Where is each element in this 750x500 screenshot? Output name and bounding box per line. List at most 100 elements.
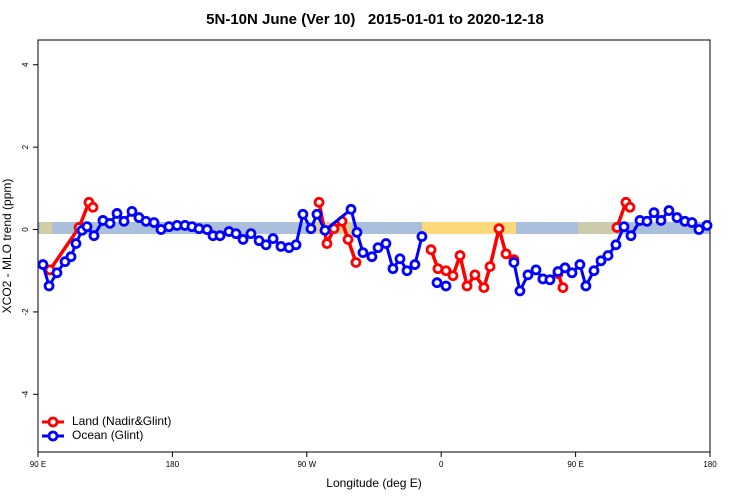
point [409,259,421,270]
land-band [40,222,52,234]
y-tick-label: -2 [21,308,30,316]
point [625,230,637,242]
point [313,196,325,208]
point [70,238,82,249]
point [275,241,287,252]
point [305,223,317,235]
point [43,280,55,292]
legend: Land (Nadir&Glint)Ocean (Glint) [42,414,171,442]
point [104,217,116,229]
point [81,221,93,233]
point [126,205,138,217]
x-tick-label: 0 [439,460,444,469]
legend-marker [47,416,59,428]
point [701,219,713,231]
point [230,228,242,240]
point [500,248,512,260]
point [214,230,226,242]
point [655,215,667,226]
y-tick-label: 2 [21,144,30,149]
point [111,208,123,219]
point [440,265,452,277]
point [610,239,622,251]
x-axis-label: Longitude (deg E) [326,476,421,490]
point [65,251,77,263]
point [237,234,249,245]
point [557,282,569,294]
land-band [578,222,616,234]
point [387,263,399,275]
point [461,280,473,292]
band [38,222,710,234]
series-line [48,198,632,292]
point [357,247,369,258]
chart-title: 5N-10N June (Ver 10) 2015-01-01 to 2020-… [206,11,544,28]
point [440,280,452,292]
point [394,253,406,265]
point [118,215,130,227]
point [559,262,571,274]
point [345,203,357,215]
point [290,239,302,251]
point [544,274,556,286]
point [454,250,466,261]
point [245,228,257,240]
point [87,201,99,213]
point [693,224,705,235]
point [595,255,607,267]
y-tick-label: -4 [21,390,30,398]
point [522,269,534,281]
point [648,207,660,219]
land-band [422,222,516,234]
point [602,250,614,261]
point [431,277,443,289]
point [350,257,362,268]
point [267,233,279,244]
point [342,234,354,245]
point [566,267,578,279]
point [514,285,526,297]
point [311,208,323,220]
point [351,227,363,238]
y-tick-label: 4 [21,62,30,67]
point [380,238,392,249]
point [88,230,100,242]
x-tick-label: 180 [166,460,180,469]
point [469,269,481,281]
x-tick-label: 90 W [297,460,316,469]
point [580,280,592,292]
point [574,259,586,270]
point [297,208,309,220]
y-tick-label: 0 [21,227,30,232]
point [260,239,272,251]
point [401,265,413,277]
point [686,217,698,228]
x-tick-label: 90 E [30,460,46,469]
point [140,215,152,227]
point [530,264,542,276]
point [484,261,496,273]
point [319,224,331,236]
point [51,267,63,279]
legend-label: Ocean (Glint) [72,428,143,442]
series [37,203,713,297]
point [663,205,675,216]
x-tick-label: 90 E [567,460,583,469]
point [201,224,213,235]
point [416,231,428,242]
legend-label: Land (Nadir&Glint) [72,414,171,428]
point [493,223,505,235]
y-axis-label: XCO2 - MLO trend (ppm) [0,179,14,314]
point [372,242,384,254]
point [163,221,175,233]
point [447,270,459,282]
point [618,221,630,233]
point [37,259,49,270]
point [366,251,378,263]
point [321,238,333,249]
x-tick-label: 180 [703,460,717,469]
plot-frame [37,39,711,453]
point [478,282,490,294]
point [425,244,437,256]
